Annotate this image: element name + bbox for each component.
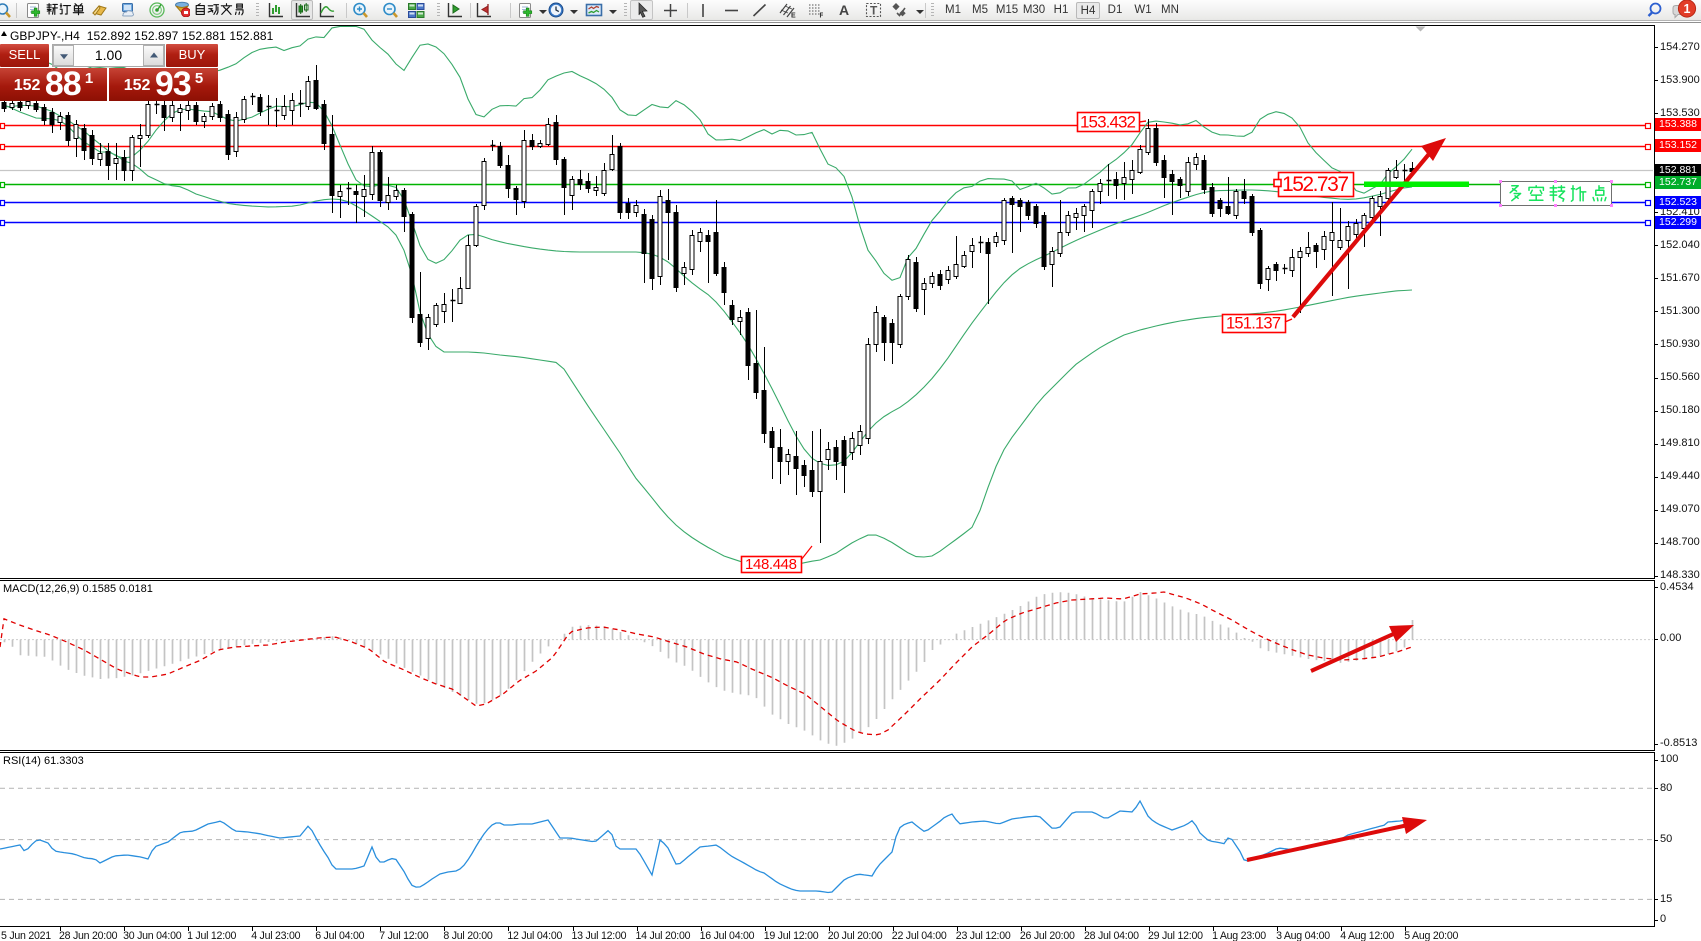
svg-text:148.448: 148.448 <box>745 556 797 573</box>
svg-text:153.432: 153.432 <box>1080 112 1136 131</box>
svg-text:151.137: 151.137 <box>1226 315 1281 333</box>
svg-text:T: T <box>870 4 878 18</box>
svg-text:E: E <box>791 13 796 20</box>
svg-text:F: F <box>820 13 824 20</box>
svg-text:1: 1 <box>1684 2 1691 16</box>
svg-text:152.737: 152.737 <box>1282 173 1349 196</box>
